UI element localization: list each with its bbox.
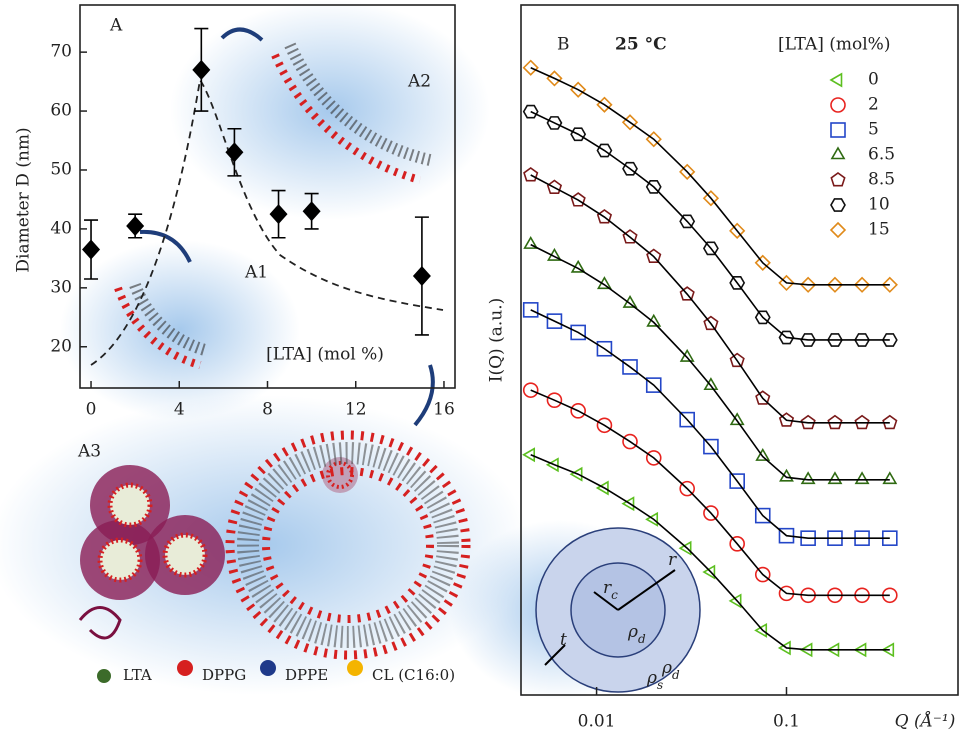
y-tick-label: 20 (50, 336, 72, 356)
x-axis-label: Q (Å⁻¹) (895, 711, 956, 732)
inset-label: r (668, 550, 677, 570)
y-tick-label: 50 (50, 159, 72, 179)
annotation: [LTA] (mol %) (266, 345, 384, 365)
glow (0, 395, 530, 695)
dppe-icon (260, 660, 276, 676)
x-tick-label: 8 (262, 400, 273, 420)
page: 0481216203040506070Diameter D (nm)AA1A2A… (0, 0, 961, 735)
legend-label: 10 (868, 195, 890, 215)
y-tick-label: 60 (50, 101, 72, 121)
marker (831, 74, 842, 86)
marker (730, 595, 741, 607)
x-tick-label: 16 (433, 400, 455, 420)
cl-icon (347, 660, 363, 676)
marker (831, 199, 845, 211)
y-axis-label: Diameter D (nm) (14, 127, 34, 272)
legend-label: 6.5 (868, 145, 895, 165)
component-label: LTA (123, 666, 152, 684)
marker (856, 473, 868, 484)
fit-line (531, 245, 890, 480)
marker (829, 473, 841, 484)
marker (831, 123, 845, 137)
y-tick-label: 70 (50, 42, 72, 62)
component-label: CL (C16:0) (372, 666, 455, 684)
data-point (82, 240, 100, 260)
component-label: DPPG (202, 666, 246, 684)
figure: 0481216203040506070Diameter D (nm)AA1A2A… (0, 0, 961, 735)
text-part: d (672, 668, 680, 682)
x-tick-label: 4 (174, 400, 185, 420)
legend-label: 2 (868, 95, 879, 115)
panel-label: B (557, 35, 570, 55)
condition: 25 °C (615, 35, 667, 55)
annotation: A3 (77, 442, 101, 462)
arrow (415, 365, 433, 425)
marker (884, 473, 896, 484)
legend-label: 5 (868, 120, 879, 140)
marker (802, 473, 814, 484)
legend-label: 15 (868, 220, 890, 240)
x-tick-label: 0.1 (773, 712, 800, 732)
legend-title: [LTA] (mol%) (778, 35, 890, 55)
marker (756, 624, 767, 636)
marker (831, 173, 844, 186)
lta-icon (97, 669, 111, 683)
y-tick-label: 30 (50, 277, 72, 297)
marker (831, 98, 845, 112)
micelle (165, 535, 205, 575)
y-axis-label: I(Q) (a.u.) (487, 298, 507, 382)
legend-label: 0 (868, 70, 879, 90)
y-tick-label: 40 (50, 218, 72, 238)
marker (624, 297, 636, 308)
marker (597, 482, 608, 494)
marker (524, 168, 537, 181)
legend-label: 8.5 (868, 170, 895, 190)
component-label: DPPE (285, 666, 328, 684)
text-part: s (657, 678, 663, 692)
text-part: c (611, 588, 618, 602)
annotation: A1 (244, 263, 268, 283)
inset-label: t (560, 630, 567, 650)
fit-line (531, 68, 890, 285)
x-tick-label: 0 (86, 400, 97, 420)
x-tick-label: 12 (345, 400, 367, 420)
marker (780, 470, 792, 481)
text-part: ρ (661, 658, 672, 678)
text-part: ρ (627, 622, 638, 642)
dppg-icon (177, 660, 193, 676)
annotation: A2 (407, 72, 431, 92)
panel-label: A (109, 16, 123, 36)
text-part: ρ (646, 668, 657, 688)
text-part: r (668, 550, 677, 570)
marker (831, 223, 845, 237)
micelle (100, 540, 140, 580)
text-part: d (638, 632, 646, 646)
x-tick-label: 0.01 (578, 712, 616, 732)
data-point (413, 266, 431, 286)
marker (832, 148, 844, 159)
micelle (110, 485, 150, 525)
marker (704, 566, 715, 578)
fit-line (531, 310, 890, 538)
glow (170, 0, 490, 220)
marker (648, 315, 660, 326)
text-part: t (560, 630, 567, 650)
